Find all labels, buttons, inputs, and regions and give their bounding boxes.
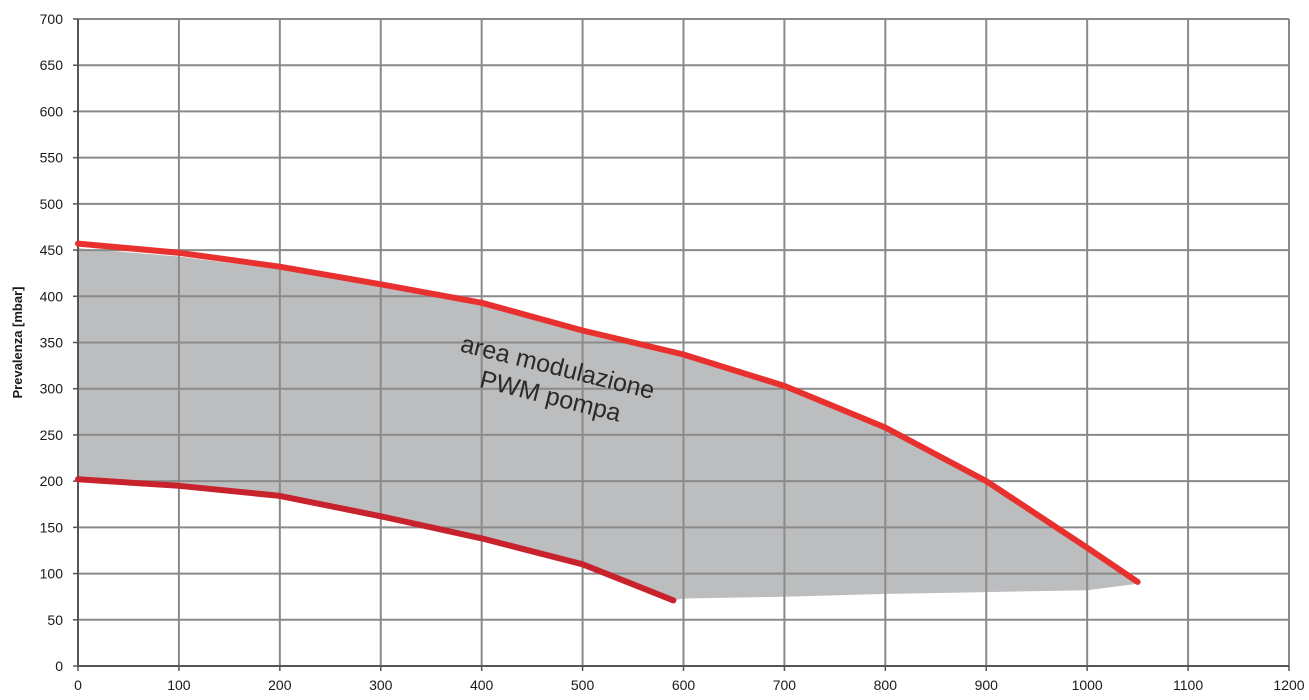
y-tick-label-6: 300 xyxy=(40,381,64,397)
modulation-area xyxy=(78,248,1138,601)
y-tick-label-10: 500 xyxy=(40,196,64,212)
y-tick-label-7: 350 xyxy=(40,335,64,351)
x-tick-label-4: 400 xyxy=(470,677,494,693)
y-tick-label-1: 50 xyxy=(47,612,63,628)
series-line-upper-curve xyxy=(75,240,1141,585)
x-tick-label-2: 200 xyxy=(268,677,292,693)
y-tick-label-13: 650 xyxy=(40,57,64,73)
y-axis-label: Prevalenza [mbar] xyxy=(10,287,25,399)
x-tick-label-7: 700 xyxy=(773,677,797,693)
y-tick-label-14: 700 xyxy=(40,11,64,27)
y-tick-label-2: 100 xyxy=(40,566,64,582)
y-tick-label-9: 450 xyxy=(40,242,64,258)
x-tick-label-10: 1000 xyxy=(1072,677,1103,693)
y-tick-label-5: 250 xyxy=(40,427,64,443)
y-tick-label-11: 550 xyxy=(40,150,64,166)
x-tick-label-6: 600 xyxy=(672,677,696,693)
y-tick-label-12: 600 xyxy=(40,103,64,119)
x-tick-label-3: 300 xyxy=(369,677,393,693)
x-tick-label-5: 500 xyxy=(571,677,595,693)
y-tick-label-3: 150 xyxy=(40,519,64,535)
y-tick-label-8: 400 xyxy=(40,288,64,304)
x-tick-label-12: 1200 xyxy=(1273,677,1304,693)
y-tick-label-4: 200 xyxy=(40,473,64,489)
y-tick-label-0: 0 xyxy=(55,658,63,674)
x-tick-label-0: 0 xyxy=(74,677,82,693)
x-tick-label-11: 1100 xyxy=(1173,677,1203,693)
x-tick-label-8: 800 xyxy=(874,677,898,693)
x-tick-label-1: 100 xyxy=(167,677,191,693)
x-tick-label-9: 900 xyxy=(975,677,999,693)
